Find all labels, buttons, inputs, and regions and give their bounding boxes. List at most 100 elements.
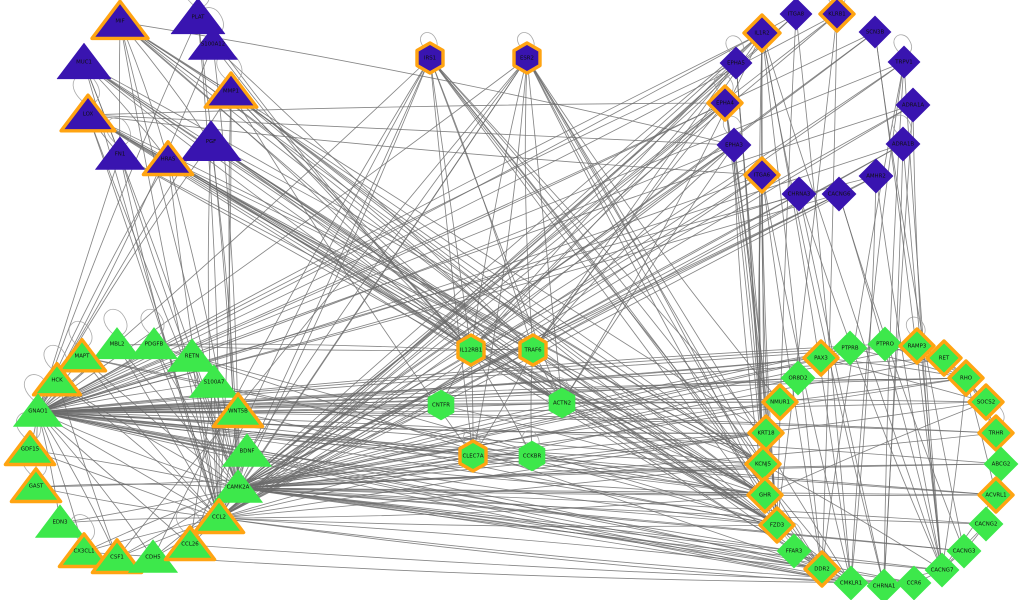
node-shape-diamond[interactable]	[947, 359, 985, 397]
node-shape-diamond[interactable]	[706, 84, 744, 122]
node-shape-triangle[interactable]	[95, 136, 145, 170]
node-shape-diamond[interactable]	[803, 550, 841, 588]
graph-node-abcg2[interactable]: ABCG2	[983, 446, 1019, 482]
node-shape-diamond[interactable]	[719, 46, 753, 80]
node-shape-hexagon[interactable]	[548, 387, 576, 419]
graph-node-camk2a[interactable]: CAMK2A	[213, 469, 263, 503]
graph-node-acvrl1[interactable]: ACVRL1	[977, 476, 1015, 514]
node-shape-triangle[interactable]	[3, 430, 57, 467]
node-shape-triangle[interactable]	[35, 504, 85, 538]
graph-node-epha3[interactable]: EPHA3	[716, 127, 752, 163]
graph-node-pgf[interactable]: PGF	[180, 120, 242, 161]
graph-node-adra1b[interactable]: ADRA1B	[885, 126, 921, 162]
graph-node-cckbr[interactable]: CCKBR	[518, 440, 546, 472]
node-shape-diamond[interactable]	[818, 0, 856, 33]
node-shape-hexagon[interactable]	[456, 333, 486, 367]
node-shape-diamond[interactable]	[747, 414, 785, 452]
node-shape-triangle[interactable]	[13, 393, 63, 427]
node-shape-diamond[interactable]	[867, 326, 903, 362]
node-shape-triangle[interactable]	[188, 26, 238, 60]
node-shape-diamond[interactable]	[898, 327, 936, 365]
node-shape-triangle[interactable]	[141, 140, 195, 177]
graph-node-cacng6[interactable]: CACNG6	[821, 176, 857, 212]
node-shape-triangle[interactable]	[203, 71, 259, 109]
node-shape-hexagon[interactable]	[427, 389, 455, 421]
node-shape-triangle[interactable]	[180, 120, 242, 161]
graph-node-scn3b[interactable]: SCN3B	[858, 15, 892, 49]
graph-node-muc1[interactable]: MUC1	[56, 42, 112, 80]
node-shape-diamond[interactable]	[821, 176, 857, 212]
node-shape-diamond[interactable]	[887, 45, 921, 79]
node-shape-triangle[interactable]	[90, 0, 150, 41]
node-shape-triangle[interactable]	[130, 327, 178, 360]
node-shape-hexagon[interactable]	[415, 41, 445, 75]
node-shape-diamond[interactable]	[885, 126, 921, 162]
node-shape-triangle[interactable]	[189, 364, 239, 398]
node-shape-diamond[interactable]	[781, 176, 817, 212]
graph-node-adra1a[interactable]: ADRA1A	[895, 87, 931, 123]
graph-node-ccl2[interactable]: CCL2	[192, 498, 246, 535]
node-shape-triangle[interactable]	[167, 338, 217, 372]
node-shape-triangle[interactable]	[90, 538, 144, 575]
node-shape-triangle[interactable]	[163, 525, 217, 562]
graph-node-wnt5b[interactable]: WNT5B	[211, 392, 265, 429]
graph-node-cntfr[interactable]: CNTFR	[427, 389, 455, 421]
graph-node-gnao1[interactable]: GNAO1	[13, 393, 63, 427]
node-shape-diamond[interactable]	[896, 565, 932, 600]
graph-node-irs1[interactable]: IRS1	[415, 41, 445, 75]
node-shape-hexagon[interactable]	[458, 439, 488, 473]
node-shape-diamond[interactable]	[858, 158, 894, 194]
node-shape-triangle[interactable]	[213, 469, 263, 503]
node-shape-diamond[interactable]	[983, 446, 1019, 482]
node-shape-diamond[interactable]	[977, 414, 1015, 452]
node-shape-diamond[interactable]	[832, 330, 868, 366]
node-shape-diamond[interactable]	[858, 15, 892, 49]
node-shape-diamond[interactable]	[802, 339, 840, 377]
node-shape-diamond[interactable]	[746, 476, 784, 514]
node-shape-diamond[interactable]	[866, 568, 902, 600]
graph-node-edn3[interactable]: EDN3	[35, 504, 85, 538]
graph-node-kcnj5[interactable]: KCNJ5	[744, 445, 782, 483]
graph-node-mif[interactable]: MIF	[90, 0, 150, 41]
graph-node-epha5[interactable]: EPHA5	[719, 46, 753, 80]
node-shape-diamond[interactable]	[780, 360, 816, 396]
graph-node-traf6[interactable]: TRAF6	[518, 333, 548, 367]
graph-node-esr2[interactable]: ESR2	[512, 41, 542, 75]
node-shape-diamond[interactable]	[977, 476, 1015, 514]
node-shape-diamond[interactable]	[744, 445, 782, 483]
node-shape-triangle[interactable]	[57, 532, 111, 569]
node-shape-diamond[interactable]	[716, 127, 752, 163]
node-shape-diamond[interactable]	[779, 0, 813, 31]
graph-node-chrna1[interactable]: CHRNA1	[866, 568, 902, 600]
node-shape-triangle[interactable]	[56, 42, 112, 80]
node-shape-diamond[interactable]	[924, 552, 960, 588]
graph-node-trpv1[interactable]: TRPV1	[887, 45, 921, 79]
graph-node-pdgfb[interactable]: PDGFB	[130, 327, 178, 360]
graph-node-il1r2[interactable]: IL1R2	[742, 13, 782, 53]
node-shape-diamond[interactable]	[833, 565, 869, 600]
node-shape-triangle[interactable]	[59, 93, 117, 133]
node-shape-triangle[interactable]	[93, 327, 141, 360]
graph-node-clec7a[interactable]: CLEC7A	[458, 439, 488, 473]
node-shape-diamond[interactable]	[946, 533, 982, 569]
graph-node-itga6[interactable]: ITGA6	[743, 156, 781, 194]
node-shape-diamond[interactable]	[761, 383, 799, 421]
graph-node-epha4[interactable]: EPHA4	[706, 84, 744, 122]
node-shape-diamond[interactable]	[758, 506, 796, 544]
node-shape-diamond[interactable]	[968, 506, 1004, 542]
node-shape-diamond[interactable]	[925, 339, 963, 377]
graph-node-lox[interactable]: LOX	[59, 93, 117, 133]
graph-node-pax3[interactable]: PAX3	[802, 339, 840, 377]
node-shape-hexagon[interactable]	[518, 333, 548, 367]
node-shape-triangle[interactable]	[192, 498, 246, 535]
node-shape-diamond[interactable]	[895, 87, 931, 123]
graph-node-plat[interactable]: PLAT	[170, 0, 226, 35]
node-shape-triangle[interactable]	[222, 433, 272, 467]
node-shape-hexagon[interactable]	[512, 41, 542, 75]
graph-node-amhr2[interactable]: AMHR2	[858, 158, 894, 194]
node-shape-diamond[interactable]	[742, 13, 782, 53]
graph-node-mbl2[interactable]: MBL2	[93, 327, 141, 360]
graph-node-gdf15[interactable]: GDF15	[3, 430, 57, 467]
graph-node-trhr[interactable]: TRHR	[977, 414, 1015, 452]
node-shape-diamond[interactable]	[967, 383, 1005, 421]
